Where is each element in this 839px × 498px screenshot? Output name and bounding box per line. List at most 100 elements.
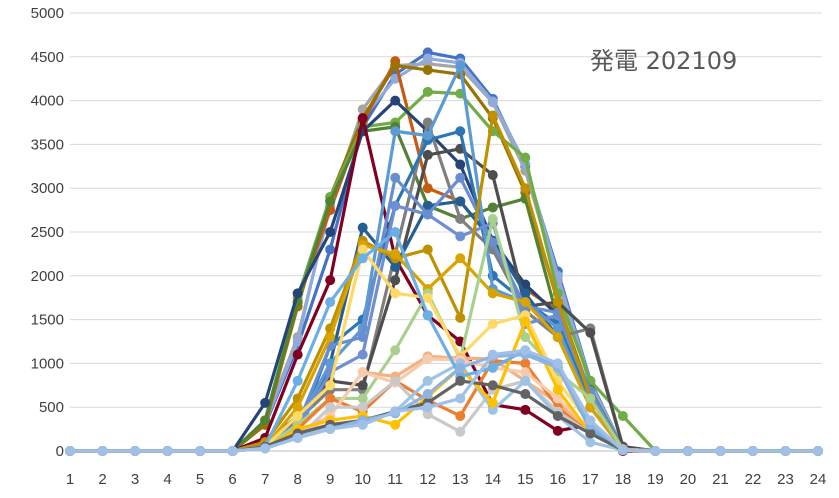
data-point [292,432,303,443]
data-point [487,318,498,329]
data-point [552,384,563,395]
data-point [390,60,401,71]
series-line [68,359,820,453]
data-point [520,367,531,378]
x-tick-label: 6 [228,471,236,488]
series-line [68,379,820,453]
x-tick-label: 4 [163,471,171,488]
y-axis-tick-labels: 0 500 1000 1500 2000 2500 3000 3500 4000 4500 5000 [31,5,64,460]
data-point [325,332,336,343]
data-point [390,262,401,273]
data-point [422,130,433,141]
data-point [780,446,791,456]
data-point [455,213,466,224]
x-tick-label: 14 [484,471,501,488]
x-tick-label: 5 [196,471,204,488]
data-point [552,410,563,421]
data-point [455,172,466,183]
x-tick-label: 1 [66,471,74,488]
series-line [68,176,820,453]
chart-title: 発電 202109 [590,47,737,75]
series-30 [65,345,823,456]
data-point [455,312,466,323]
data-point [357,367,368,378]
data-point [325,358,336,369]
data-point [455,375,466,386]
data-point [65,446,75,456]
data-point [487,237,498,248]
data-point [97,446,108,456]
data-point [422,86,433,97]
series-lines [65,47,823,456]
data-point [390,406,401,417]
data-point [325,402,336,413]
data-point [455,60,466,71]
x-tick-label: 24 [810,471,827,488]
data-point [422,375,433,386]
data-point [552,358,563,369]
data-point [325,244,336,255]
y-tick-label: 3500 [31,136,64,153]
series-line [68,230,820,453]
data-point [487,213,498,224]
data-point [585,437,596,448]
series-19 [65,213,823,456]
data-point [292,375,303,386]
data-point [357,402,368,413]
data-point [487,349,498,360]
data-point [552,332,563,343]
series-16 [65,172,823,456]
data-point [552,323,563,334]
series-line [68,247,820,453]
data-point [422,117,433,128]
data-point [487,397,498,408]
data-point [455,126,466,137]
data-point [227,446,238,456]
data-point [422,183,433,194]
x-tick-label: 22 [745,471,762,488]
data-point [325,393,336,404]
series-4 [65,56,823,456]
series-23 [65,354,823,456]
data-point [682,446,693,456]
series-3 [65,53,823,456]
data-point [585,327,596,338]
data-point [422,402,433,413]
data-point [487,202,498,213]
data-point [325,424,336,435]
data-point [422,149,433,160]
data-point [357,253,368,264]
data-point [520,389,531,400]
data-point [813,446,823,456]
data-point [455,159,466,170]
data-point [325,275,336,286]
series-2 [65,58,823,456]
data-point [390,345,401,356]
gridlines [70,12,822,452]
data-point [357,393,368,404]
series-28 [65,375,823,456]
data-point [292,336,303,347]
data-point [260,443,271,454]
series-14 [65,60,823,456]
data-point [325,380,336,391]
data-point [455,426,466,437]
data-point [390,126,401,137]
x-tick-label: 20 [680,471,697,488]
data-point [422,64,433,75]
data-point [520,316,531,327]
x-tick-label: 21 [712,471,729,488]
data-point [422,200,433,211]
x-tick-label: 12 [419,471,436,488]
x-tick-label: 17 [582,471,599,488]
data-point [520,332,531,343]
data-point [520,404,531,415]
data-point [325,227,336,237]
data-point [422,354,433,365]
data-point [357,332,368,343]
data-point [390,95,401,106]
data-point [520,345,531,356]
data-point [552,393,563,404]
data-point [325,297,336,308]
